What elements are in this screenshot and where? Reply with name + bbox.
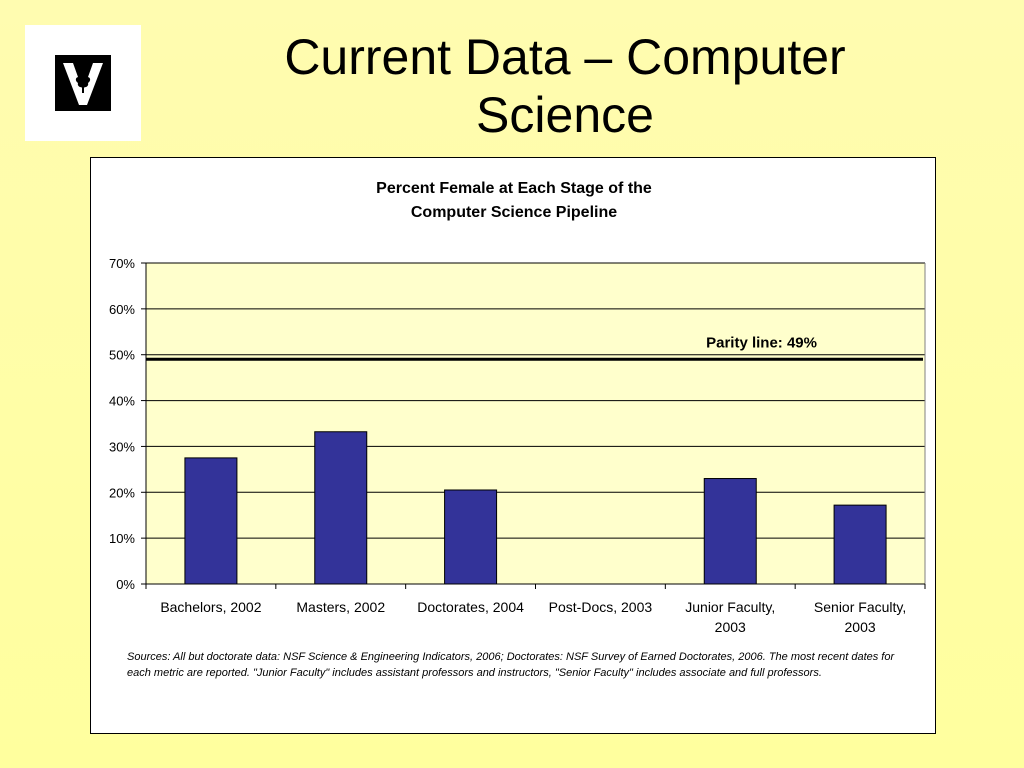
y-tick-label: 10% [109, 531, 135, 546]
y-tick-label: 50% [109, 348, 135, 363]
y-tick-label: 60% [109, 302, 135, 317]
page-title: Current Data – Computer Science [284, 29, 846, 143]
y-tick-label: 40% [109, 394, 135, 409]
chart-title-line: Computer Science Pipeline [411, 204, 617, 221]
x-category-label: Post-Docs, 2003 [549, 599, 653, 615]
x-category-label: Senior Faculty, [814, 599, 906, 615]
x-category-label: Masters, 2002 [296, 599, 385, 615]
bar [184, 457, 238, 585]
y-tick-label: 30% [109, 439, 135, 454]
y-tick-label: 70% [109, 256, 135, 271]
chart-sources-note: Sources: All but doctorate data: NSF Sci… [127, 651, 895, 679]
chart-title-line: Percent Female at Each Stage of the [376, 180, 652, 197]
x-category-label: 2003 [845, 619, 876, 635]
vanderbilt-logo-icon [55, 55, 111, 111]
y-tick-label: 20% [109, 485, 135, 500]
chart-frame: Percent Female at Each Stage of the Compu… [90, 157, 936, 734]
x-category-label: Doctorates, 2004 [417, 599, 524, 615]
bar [703, 478, 757, 585]
bar [444, 489, 498, 585]
logo [25, 25, 141, 141]
x-category-label: 2003 [715, 619, 746, 635]
parity-line-label: Parity line: 49% [706, 334, 817, 351]
y-tick-label: 0% [116, 577, 135, 592]
plot-area [146, 263, 925, 584]
bar [833, 504, 887, 585]
x-category-label: Junior Faculty, [685, 599, 775, 615]
bar [314, 431, 368, 585]
bar-chart: Percent Female at Each Stage of the Compu… [109, 180, 926, 635]
x-category-label: Bachelors, 2002 [160, 599, 261, 615]
